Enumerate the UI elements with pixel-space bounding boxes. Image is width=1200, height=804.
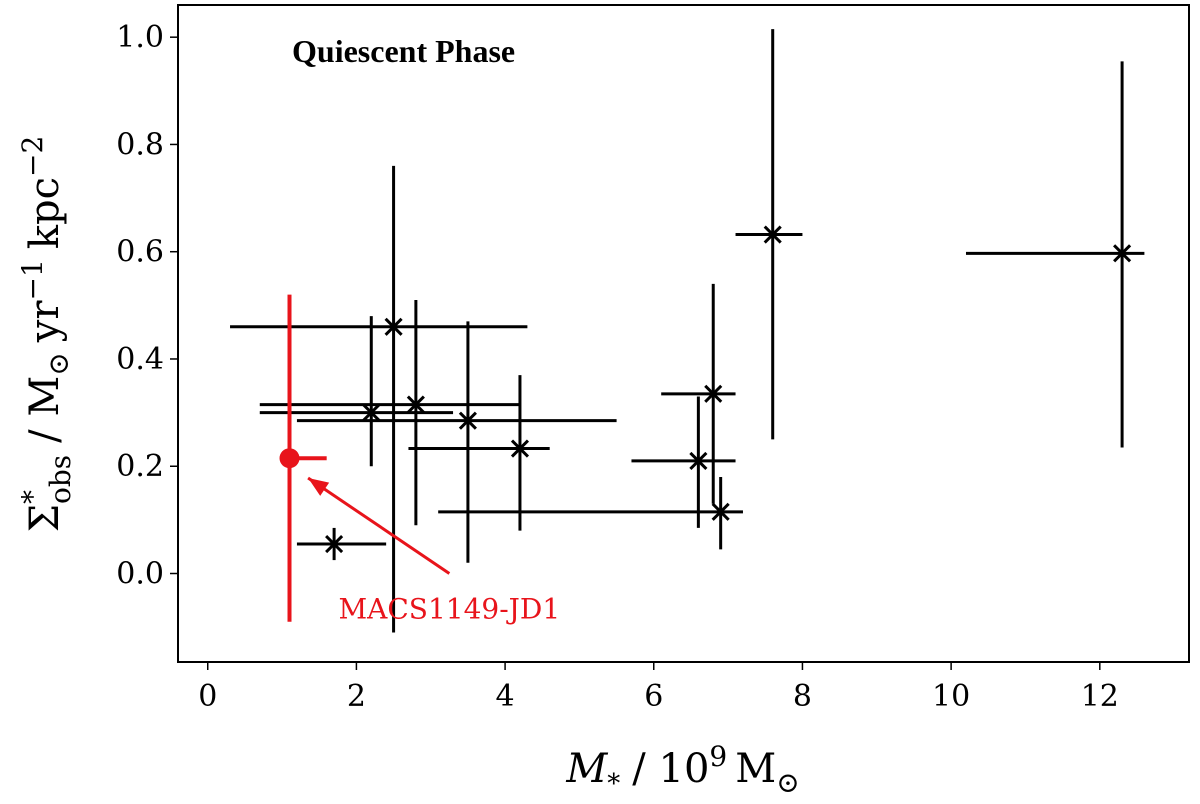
x-tick-label: 10 [932, 679, 970, 714]
x-tick-label: 2 [347, 679, 366, 714]
x-tick-label: 0 [198, 679, 217, 714]
data-point-marker [763, 225, 782, 244]
marker-stroke [458, 411, 477, 430]
marker-stroke [362, 403, 381, 422]
data-point-marker [406, 395, 425, 414]
marker-stroke [711, 502, 730, 521]
marker-stroke [763, 225, 782, 244]
marker-stroke [384, 317, 403, 336]
marker-stroke [325, 534, 344, 554]
marker-stroke [704, 384, 723, 403]
x-tick-label: 8 [793, 679, 812, 714]
data-point-marker [384, 317, 403, 336]
data-point-marker [510, 439, 530, 458]
y-tick-label: 0.6 [116, 235, 164, 270]
data-point-marker [458, 411, 477, 430]
data-point-marker [325, 534, 344, 554]
y-tick-label: 0.2 [116, 449, 164, 484]
x-tick-label: 4 [496, 679, 515, 714]
y-tick-label: 0.4 [116, 342, 164, 377]
x-axis-label: M*/ 109 M⊙ [565, 740, 799, 799]
y-tick-label: 1.0 [116, 20, 164, 55]
data-point-marker [1113, 244, 1132, 263]
highlight-point [279, 448, 300, 469]
annotation-arrow-line [307, 476, 451, 575]
data-point-marker [704, 384, 723, 403]
data-point-marker [711, 502, 730, 521]
annotation-arrow-head [308, 478, 330, 496]
marker-stroke [689, 451, 708, 470]
annotation-label: MACS1149-JD1 [338, 592, 560, 625]
y-axis-label: Σ*obs/ M⊙yr−1kpc−2 [16, 136, 77, 533]
plot-frame [177, 4, 1190, 663]
data-point-marker [362, 403, 381, 422]
data-point-marker [689, 451, 708, 470]
chart-title: Quiescent Phase [292, 33, 515, 69]
x-tick-label: 12 [1081, 679, 1119, 714]
marker-stroke [1113, 244, 1132, 263]
marker-stroke [406, 395, 425, 414]
y-tick-label: 0.0 [116, 557, 164, 592]
marker-stroke [510, 439, 530, 458]
x-tick-label: 6 [644, 679, 663, 714]
y-tick-label: 0.8 [116, 127, 164, 162]
